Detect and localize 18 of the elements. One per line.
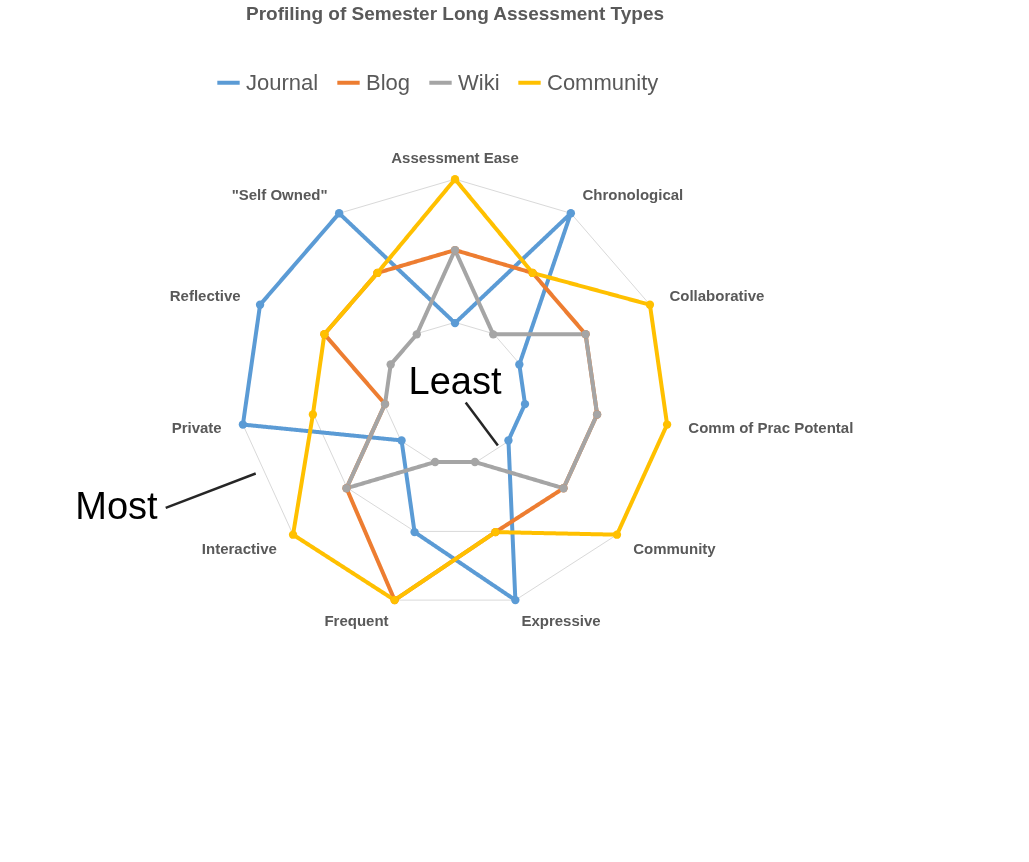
- text: Least: [408, 360, 502, 403]
- spoke-label: Expressive: [521, 611, 601, 629]
- legend-label: Community: [547, 69, 659, 95]
- spoke-label: Collaborative: [669, 286, 765, 304]
- chart-title: Profiling of Semester Long Assessment Types: [245, 3, 665, 24]
- legend-label: Journal: [246, 69, 319, 95]
- spoke-label: Assessment Ease: [391, 148, 519, 166]
- legend-label: Blog: [366, 69, 411, 95]
- legend-label: Wiki: [458, 69, 500, 95]
- spoke-label: Frequent: [324, 611, 389, 629]
- spoke-label: Private: [171, 418, 222, 436]
- spoke-label: Community: [633, 539, 717, 557]
- text: Most: [75, 484, 159, 527]
- spoke-label: "Self Owned": [231, 186, 328, 204]
- spoke-label: Reflective: [169, 286, 241, 304]
- spoke-label: Comm of Prac Potental: [688, 418, 854, 436]
- spoke-label: Chronological: [582, 186, 684, 204]
- spoke-label: Interactive: [201, 539, 277, 557]
